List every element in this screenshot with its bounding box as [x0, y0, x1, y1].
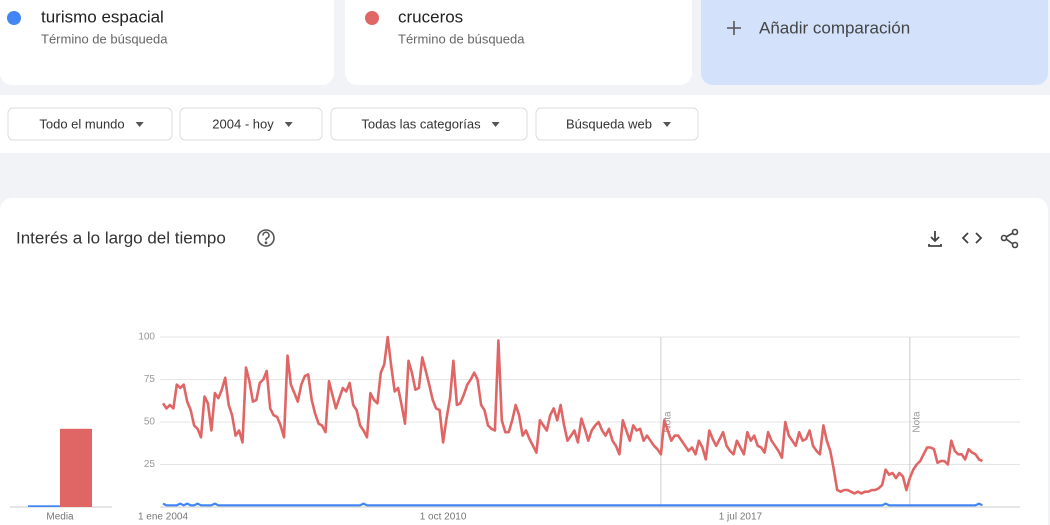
note-label: Nota: [911, 411, 922, 433]
share-icon[interactable]: [1000, 228, 1019, 249]
average-bar: [28, 505, 60, 507]
chart-card: [0, 198, 1048, 525]
filter-label[interactable]: Todas las categorías: [361, 116, 481, 131]
filter-dropdown[interactable]: [7, 107, 173, 141]
help-icon[interactable]: [257, 229, 275, 247]
dropdown-arrow: [135, 122, 144, 127]
dropdown-arrow: [663, 122, 672, 127]
dropdown-arrow: [284, 122, 293, 127]
y-tick-label: 50: [144, 417, 156, 428]
note-label: Nota: [663, 411, 674, 433]
x-tick-label: 1 jul 2017: [719, 512, 763, 523]
series-line: [162, 502, 983, 507]
term-subtitle: Término de búsqueda: [398, 31, 525, 46]
x-tick-label: 1 oct 2010: [420, 512, 467, 523]
filter-label[interactable]: 2004 - hoy: [212, 116, 274, 131]
series-line: [161, 335, 983, 495]
term-card[interactable]: [345, 0, 692, 85]
chart-title: Interés a lo largo del tiempo: [16, 228, 226, 247]
y-tick-label: 75: [144, 374, 156, 385]
term-dot: [365, 11, 379, 25]
term-dot: [7, 11, 21, 25]
embed-icon[interactable]: [961, 232, 983, 244]
term-name: cruceros: [398, 7, 463, 26]
filter-dropdown[interactable]: [179, 107, 323, 141]
y-tick-label: 25: [144, 459, 156, 470]
download-icon[interactable]: [928, 231, 942, 247]
x-tick-label: 1 ene 2004: [138, 512, 188, 523]
plus-icon: [727, 21, 741, 35]
filter-dropdown[interactable]: [330, 107, 528, 141]
filter-label[interactable]: Búsqueda web: [566, 116, 652, 131]
y-tick-label: 100: [138, 332, 155, 343]
add-comparison[interactable]: Añadir comparación: [759, 18, 910, 37]
term-card[interactable]: [0, 0, 334, 85]
term-name: turismo espacial: [41, 7, 164, 26]
term-subtitle: Término de búsqueda: [41, 31, 168, 46]
filter-label[interactable]: Todo el mundo: [39, 116, 124, 131]
average-label: Media: [46, 512, 74, 523]
average-bar: [60, 428, 92, 507]
filter-dropdown[interactable]: [535, 107, 699, 141]
dropdown-arrow: [491, 122, 500, 127]
add-comparison-card[interactable]: [701, 0, 1048, 85]
